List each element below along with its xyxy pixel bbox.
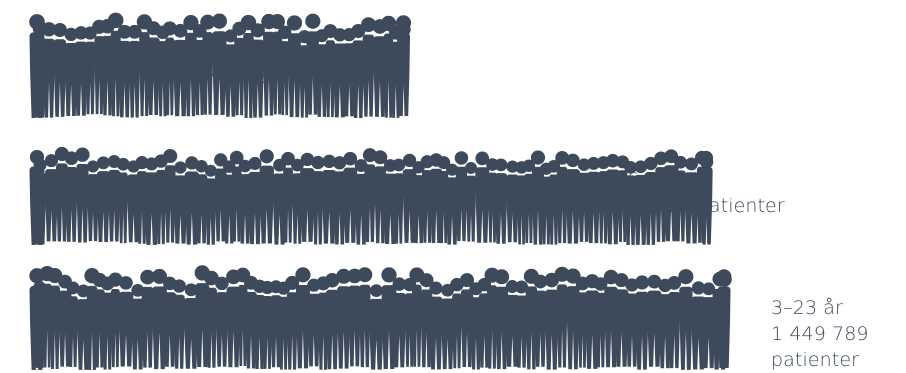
label-65-plus: 65 år och äldre 785 985 patienter <box>205 38 378 90</box>
crowd-bar-3 <box>29 265 732 370</box>
crowd-bar-1 <box>29 12 412 118</box>
value-label-unit: patienter <box>771 349 860 371</box>
value-label: 1 449 789 <box>771 323 869 345</box>
value-label: 785 985 patienter <box>205 66 379 88</box>
category-label: 24–64 år <box>593 169 678 191</box>
category-label: 65 år och äldre <box>205 40 351 62</box>
category-label: 3–23 år <box>771 297 843 319</box>
crowd-bar-2 <box>29 146 714 245</box>
value-label: 1 412 777 patienter <box>593 195 785 217</box>
label-3-23: 3–23 år 1 449 789 patienter <box>771 295 869 373</box>
label-24-64: 24–64 år 1 412 777 patienter <box>593 167 785 219</box>
